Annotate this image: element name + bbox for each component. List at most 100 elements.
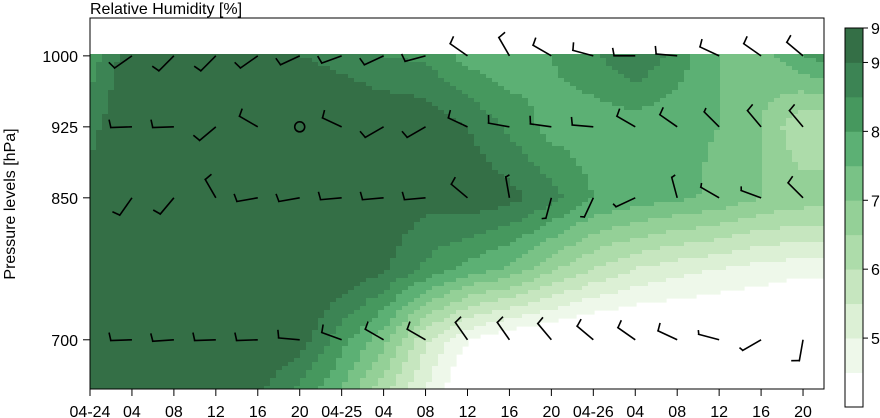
humidity-cell	[120, 146, 127, 151]
humidity-cell	[390, 202, 397, 207]
humidity-cell	[144, 354, 151, 359]
humidity-cell	[210, 310, 217, 315]
humidity-cell	[126, 134, 133, 139]
humidity-cell	[216, 198, 223, 203]
humidity-cell	[102, 162, 109, 167]
humidity-cell	[420, 342, 427, 347]
humidity-cell	[330, 218, 337, 223]
humidity-cell	[270, 234, 277, 239]
humidity-cell	[438, 318, 445, 323]
humidity-cell	[102, 122, 109, 127]
humidity-cell	[264, 198, 271, 203]
humidity-cell	[336, 82, 343, 87]
humidity-cell	[318, 262, 325, 267]
humidity-cell	[438, 98, 445, 103]
humidity-cell	[174, 150, 181, 155]
humidity-cell	[354, 166, 361, 171]
humidity-cell	[294, 174, 301, 179]
humidity-cell	[234, 134, 241, 139]
humidity-cell	[252, 58, 259, 63]
humidity-cell	[288, 258, 295, 263]
humidity-cell	[408, 258, 415, 263]
humidity-cell	[228, 198, 235, 203]
humidity-cell	[216, 346, 223, 351]
humidity-cell	[294, 314, 301, 319]
humidity-cell	[156, 106, 163, 111]
humidity-cell	[420, 74, 427, 79]
humidity-cell	[252, 114, 259, 119]
humidity-cell	[102, 302, 109, 307]
humidity-cell	[360, 122, 367, 127]
humidity-cell	[108, 94, 115, 99]
humidity-cell	[300, 246, 307, 251]
humidity-cell	[252, 158, 259, 163]
humidity-cell	[96, 362, 103, 367]
humidity-cell	[264, 182, 271, 187]
humidity-cell	[174, 254, 181, 259]
humidity-cell	[366, 78, 373, 83]
humidity-cell	[174, 82, 181, 87]
humidity-cell	[438, 238, 445, 243]
humidity-cell	[186, 318, 193, 323]
humidity-cell	[150, 250, 157, 255]
humidity-cell	[408, 294, 415, 299]
humidity-cell	[396, 306, 403, 311]
humidity-cell	[384, 214, 391, 219]
humidity-cell	[204, 138, 211, 143]
humidity-cell	[318, 354, 325, 359]
humidity-cell	[300, 322, 307, 327]
humidity-cell	[432, 198, 439, 203]
humidity-cell	[318, 270, 325, 275]
humidity-cell	[144, 190, 151, 195]
humidity-cell	[384, 370, 391, 375]
humidity-cell	[156, 78, 163, 83]
humidity-cell	[90, 354, 97, 359]
humidity-cell	[438, 250, 445, 255]
humidity-cell	[420, 150, 427, 155]
humidity-cell	[270, 102, 277, 107]
humidity-cell	[186, 242, 193, 247]
humidity-cell	[96, 66, 103, 71]
humidity-cell	[210, 306, 217, 311]
humidity-cell	[300, 250, 307, 255]
humidity-cell	[150, 182, 157, 187]
humidity-cell	[204, 358, 211, 363]
humidity-cell	[216, 210, 223, 215]
humidity-cell	[354, 314, 361, 319]
humidity-cell	[342, 222, 349, 227]
humidity-cell	[144, 102, 151, 107]
humidity-cell	[288, 190, 295, 195]
humidity-cell	[312, 286, 319, 291]
humidity-cell	[306, 338, 313, 343]
humidity-cell	[162, 186, 169, 191]
humidity-cell	[432, 294, 439, 299]
humidity-cell	[378, 110, 385, 115]
humidity-cell	[438, 234, 445, 239]
humidity-cell	[372, 342, 379, 347]
humidity-cell	[300, 242, 307, 247]
humidity-cell	[156, 70, 163, 75]
humidity-cell	[336, 194, 343, 199]
humidity-cell	[156, 130, 163, 135]
humidity-cell	[402, 74, 409, 79]
humidity-cell	[234, 122, 241, 127]
humidity-cell	[270, 366, 277, 371]
humidity-cell	[318, 366, 325, 371]
humidity-cell	[396, 82, 403, 87]
humidity-cell	[426, 110, 433, 115]
humidity-cell	[318, 206, 325, 211]
humidity-cell	[396, 174, 403, 179]
humidity-cell	[222, 326, 229, 331]
humidity-cell	[168, 254, 175, 259]
humidity-cell	[276, 210, 283, 215]
humidity-cell	[294, 98, 301, 103]
humidity-cell	[246, 350, 253, 355]
humidity-cell	[384, 94, 391, 99]
humidity-cell	[90, 338, 97, 343]
humidity-cell	[372, 258, 379, 263]
humidity-cell	[270, 222, 277, 227]
humidity-cell	[402, 142, 409, 147]
humidity-cell	[132, 306, 139, 311]
humidity-cell	[432, 102, 439, 107]
humidity-cell	[438, 86, 445, 91]
